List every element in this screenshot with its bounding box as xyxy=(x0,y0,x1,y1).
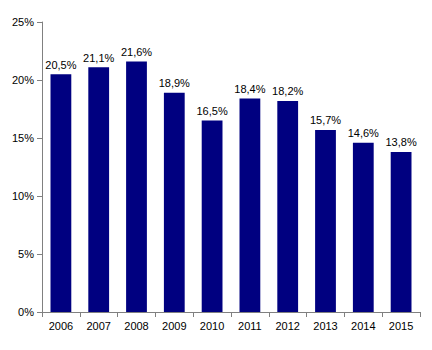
svg-text:20%: 20% xyxy=(12,74,34,86)
svg-text:2013: 2013 xyxy=(313,320,337,332)
svg-text:25%: 25% xyxy=(12,16,34,28)
svg-text:16,5%: 16,5% xyxy=(196,105,227,117)
svg-text:21,1%: 21,1% xyxy=(83,52,114,64)
svg-text:13,8%: 13,8% xyxy=(385,136,416,148)
svg-text:2011: 2011 xyxy=(238,320,262,332)
svg-text:15,7%: 15,7% xyxy=(310,114,341,126)
svg-text:0%: 0% xyxy=(18,306,34,318)
svg-text:14,6%: 14,6% xyxy=(348,127,379,139)
svg-text:2012: 2012 xyxy=(275,320,299,332)
svg-text:2014: 2014 xyxy=(351,320,375,332)
svg-text:18,9%: 18,9% xyxy=(159,77,190,89)
svg-text:2006: 2006 xyxy=(49,320,73,332)
svg-text:18,2%: 18,2% xyxy=(272,85,303,97)
svg-text:5%: 5% xyxy=(18,248,34,260)
svg-text:2007: 2007 xyxy=(86,320,110,332)
svg-text:2010: 2010 xyxy=(200,320,224,332)
svg-text:21,6%: 21,6% xyxy=(121,46,152,58)
svg-text:2008: 2008 xyxy=(124,320,148,332)
svg-text:15%: 15% xyxy=(12,132,34,144)
svg-text:10%: 10% xyxy=(12,190,34,202)
svg-text:2009: 2009 xyxy=(162,320,186,332)
svg-text:2015: 2015 xyxy=(389,320,413,332)
svg-text:18,4%: 18,4% xyxy=(234,83,265,95)
svg-text:20,5%: 20,5% xyxy=(45,59,76,71)
